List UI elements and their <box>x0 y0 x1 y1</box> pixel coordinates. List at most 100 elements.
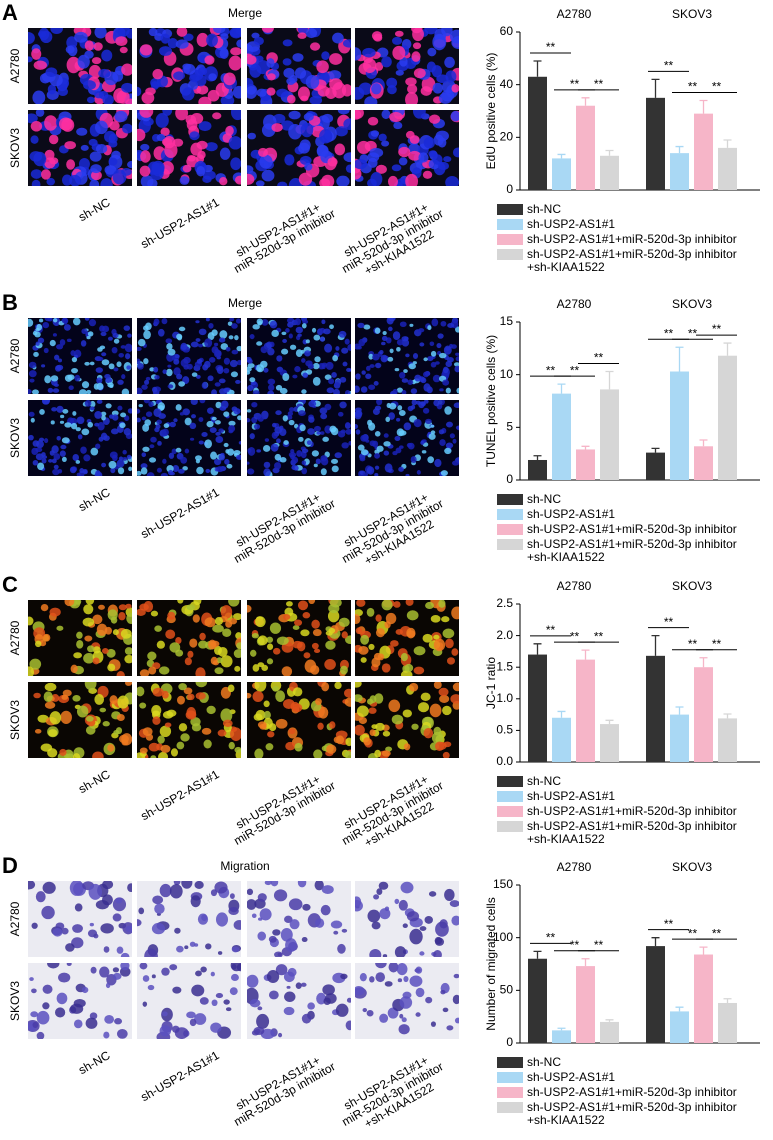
cell <box>126 613 132 624</box>
cell <box>57 358 63 363</box>
cell <box>257 893 267 902</box>
cell <box>374 405 382 411</box>
cell <box>260 346 268 354</box>
cell <box>122 123 132 134</box>
bar <box>576 966 595 1043</box>
cell <box>355 900 363 912</box>
cell <box>121 82 132 93</box>
cell <box>149 444 155 449</box>
cell <box>124 415 130 422</box>
cell <box>329 78 343 90</box>
cell <box>407 379 414 385</box>
cell <box>381 341 386 346</box>
cell <box>127 160 132 169</box>
cell <box>38 318 44 323</box>
cell <box>276 438 281 444</box>
cell <box>282 58 292 66</box>
cell <box>80 144 89 151</box>
cell <box>64 422 72 428</box>
cell <box>319 336 325 342</box>
cell <box>59 748 67 756</box>
cell <box>142 727 153 737</box>
cell <box>251 913 257 919</box>
cell <box>427 47 437 57</box>
cell <box>42 881 56 894</box>
cell <box>173 71 186 81</box>
cell <box>445 442 454 449</box>
cell <box>391 164 402 172</box>
error-bar <box>699 99 708 114</box>
panel-letter: A <box>2 0 18 25</box>
cell <box>123 427 132 436</box>
cell <box>377 653 385 661</box>
cell <box>270 443 279 452</box>
legend-item: sh-USP2-AS1#1+miR-520d-3p inhibitor <box>497 523 737 536</box>
cell <box>163 423 170 429</box>
cell <box>127 333 132 338</box>
cell <box>332 354 339 362</box>
cell <box>355 110 364 119</box>
cell <box>249 333 255 340</box>
cell <box>343 118 351 131</box>
significance-label: ** <box>688 326 698 340</box>
cell <box>339 401 347 409</box>
legend-label: sh-NC <box>527 202 562 216</box>
cell <box>258 917 263 921</box>
cell <box>442 628 455 639</box>
cell <box>81 428 90 436</box>
cell <box>305 75 320 89</box>
cell <box>140 467 148 475</box>
cell <box>381 750 391 757</box>
cell <box>119 46 128 54</box>
cell <box>75 427 81 432</box>
cell <box>196 165 206 177</box>
cell <box>363 58 377 74</box>
cell <box>143 358 149 365</box>
cell <box>125 28 132 39</box>
cell <box>434 458 442 468</box>
cells <box>28 963 131 1039</box>
cell <box>247 974 259 988</box>
cell <box>366 365 371 372</box>
bar <box>646 97 665 190</box>
cell <box>31 922 38 929</box>
cell <box>112 414 119 421</box>
cell <box>401 378 409 383</box>
cell <box>139 702 147 709</box>
cell <box>266 970 280 983</box>
cell <box>368 422 376 431</box>
row-label: SKOV3 <box>8 418 22 458</box>
cell <box>145 411 153 417</box>
cell <box>253 423 261 430</box>
cell <box>44 157 56 169</box>
cell <box>189 74 200 83</box>
cell <box>306 440 312 446</box>
cell <box>295 326 303 334</box>
cell <box>93 42 103 51</box>
cell <box>415 966 423 974</box>
cell <box>160 472 168 476</box>
cell <box>209 357 216 363</box>
cell <box>155 424 161 430</box>
cell <box>206 33 218 47</box>
cell <box>156 640 166 649</box>
cell <box>64 374 73 382</box>
cell <box>276 636 289 646</box>
cell <box>61 456 67 462</box>
cell <box>360 386 368 393</box>
cell <box>355 724 365 736</box>
cell <box>231 349 239 355</box>
cell <box>108 460 117 469</box>
cell <box>152 895 164 905</box>
cell <box>445 70 457 83</box>
cell <box>345 164 351 173</box>
cell <box>99 325 105 332</box>
cell <box>360 434 368 442</box>
cell <box>321 174 335 186</box>
legend-label: sh-NC <box>527 774 562 788</box>
significance-label: ** <box>570 363 580 377</box>
group-label: SKOV3 <box>672 7 712 21</box>
cell <box>374 453 381 459</box>
cell <box>447 323 455 328</box>
cell <box>423 136 436 149</box>
